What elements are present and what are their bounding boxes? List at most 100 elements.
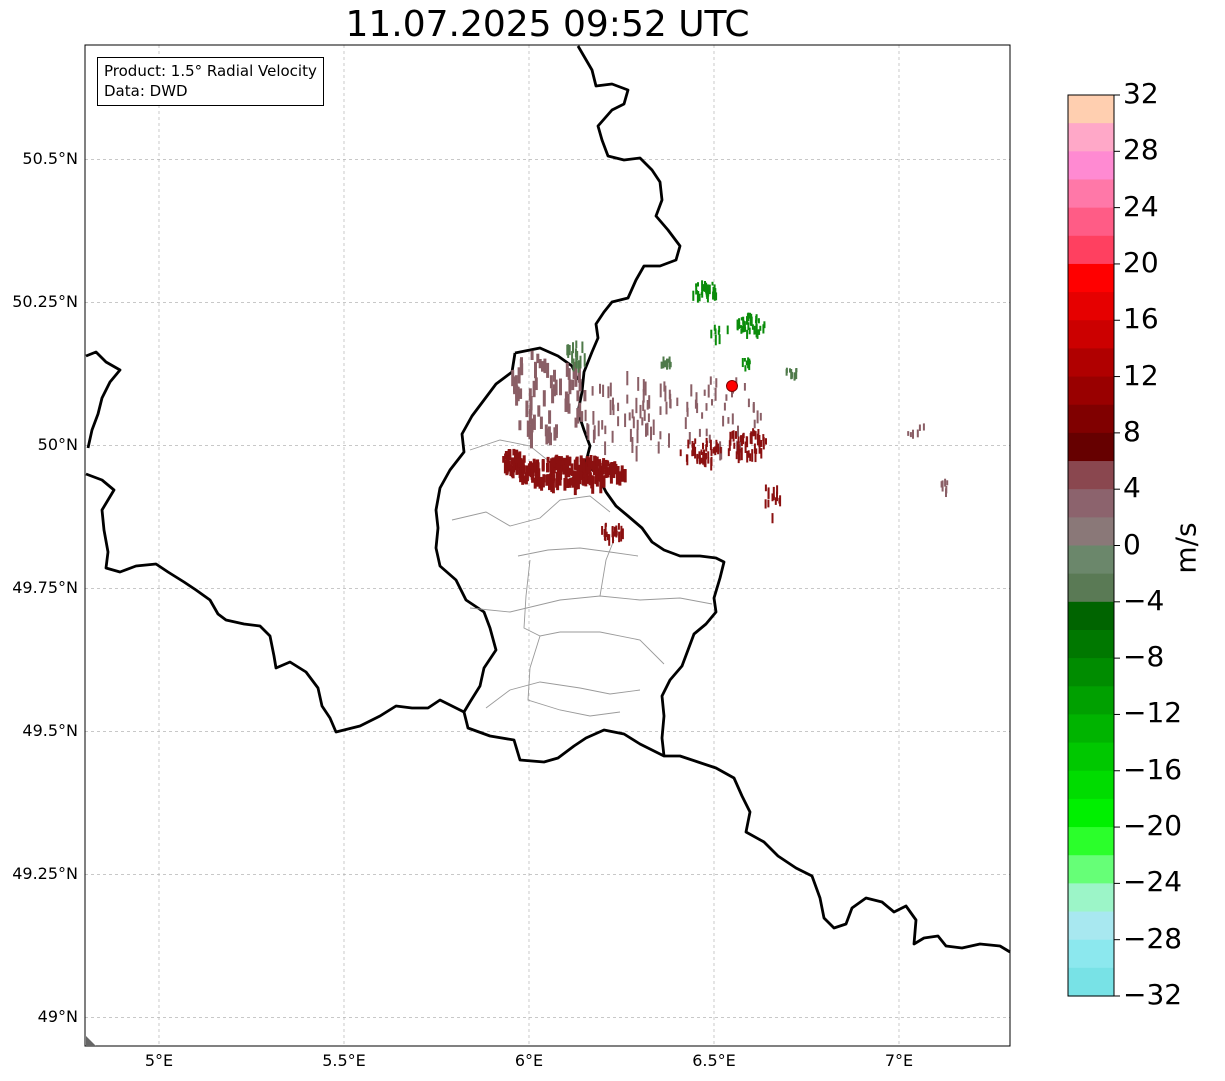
echo-pixel (711, 281, 714, 286)
colorbar-segment (1068, 517, 1114, 547)
echo-pixel (579, 457, 583, 472)
lat-tick-label: 50°N (37, 435, 78, 455)
echo-pixel (554, 462, 558, 471)
echo-pixel (712, 292, 715, 299)
echo-pixel (711, 399, 713, 406)
echo-pixel (574, 348, 577, 357)
echo-pixel (615, 525, 618, 533)
echo-pixel (748, 360, 751, 371)
echo-pixel (594, 467, 598, 476)
echo-pixel (751, 324, 754, 330)
colorbar-segment (1068, 967, 1114, 997)
echo-pixel (577, 360, 580, 373)
echo-pixel (567, 368, 571, 380)
echo-pixel (504, 451, 508, 459)
echo-pixel (668, 356, 671, 368)
echo-pixel (551, 472, 555, 480)
echo-pixel (737, 323, 740, 327)
echo-pixel (603, 529, 606, 541)
echo-pixel (793, 372, 796, 380)
echo-pixel (742, 432, 745, 439)
colorbar-segment (1068, 263, 1114, 293)
echo-pixel (529, 461, 532, 469)
echo-pixel (540, 479, 544, 491)
echo-pixel (704, 281, 706, 292)
echo-pixel (660, 361, 663, 369)
echo-pixel (579, 469, 583, 478)
echo-pixel (698, 428, 701, 437)
echo-pixel (707, 457, 710, 464)
echo-pixel (743, 321, 746, 331)
colorbar-segment (1068, 545, 1114, 575)
echo-pixel (739, 325, 742, 329)
lat-tick-label: 49°N (37, 1007, 78, 1027)
echo-pixel (714, 387, 717, 401)
echo-pixel (785, 369, 788, 376)
colorbar-tick-label: 24 (1123, 189, 1159, 223)
border-be-de (576, 45, 682, 463)
echo-pixel (707, 384, 710, 398)
colorbar-tick-label: 20 (1123, 245, 1159, 279)
echo-pixel (747, 312, 750, 322)
echo-pixel (789, 368, 791, 373)
echo-pixel (748, 327, 751, 335)
echo-pixel (749, 312, 751, 319)
echo-pixel (710, 449, 713, 456)
colorbar-segment (1068, 432, 1114, 462)
echo-pixel (641, 417, 644, 426)
echo-pixel (515, 449, 519, 459)
echo-pixel (522, 455, 526, 463)
echo-pixel (512, 458, 516, 473)
lon-tick-label: 6.5°E (692, 1051, 736, 1070)
echo-pixel (691, 448, 694, 456)
echo-pixel (713, 290, 716, 301)
echo-pixel (756, 410, 759, 424)
echo-pixel (519, 358, 523, 376)
echo-pixel (537, 468, 541, 478)
echo-pixel (727, 448, 730, 457)
echo-pixel (626, 371, 629, 386)
echo-pixel (578, 402, 582, 418)
echo-pixel (558, 468, 561, 478)
echo-pixel (676, 397, 679, 407)
radar-site-marker (726, 380, 738, 392)
echo-pixel (701, 280, 704, 292)
echo-pixel (756, 329, 759, 339)
echo-pixel (645, 423, 647, 437)
echo-pixel (568, 379, 572, 395)
echo-pixel (750, 319, 753, 324)
echo-pixel (557, 456, 561, 469)
echo-pixel (635, 445, 638, 462)
echo-pixel (566, 459, 570, 467)
echo-pixel (542, 390, 546, 407)
echo-pixel (552, 459, 556, 468)
echo-pixel (567, 403, 571, 414)
country-borders (85, 45, 1011, 954)
colorbar-segment (1068, 573, 1114, 603)
echo-pixel (612, 397, 614, 411)
echo-pixel (747, 322, 750, 331)
echo-pixel (715, 292, 718, 301)
echo-pixel (712, 447, 715, 454)
echo-pixel (632, 416, 635, 429)
echo-pixel (570, 463, 574, 476)
echo-pixel (737, 425, 739, 437)
colorbar-segment (1068, 855, 1114, 884)
echo-pixel (642, 389, 645, 403)
echo-pixel (525, 400, 529, 418)
echo-pixel (620, 525, 623, 537)
echo-pixel (505, 465, 509, 476)
colorbar-segment (1068, 686, 1114, 716)
colorbar-segment (1068, 770, 1114, 800)
echo-pixel (541, 361, 544, 372)
echo-pixel (574, 417, 578, 428)
echo-pixel (635, 397, 638, 414)
colorbar-segment (1068, 320, 1114, 350)
colorbar-tick-label: 8 (1123, 414, 1141, 448)
echo-pixel (599, 383, 601, 394)
echo-pixel (764, 499, 767, 509)
colorbar-unit: m/s (1169, 522, 1203, 574)
echo-pixel (614, 527, 616, 537)
echo-pixel (554, 455, 558, 463)
echo-pixel (706, 286, 709, 291)
